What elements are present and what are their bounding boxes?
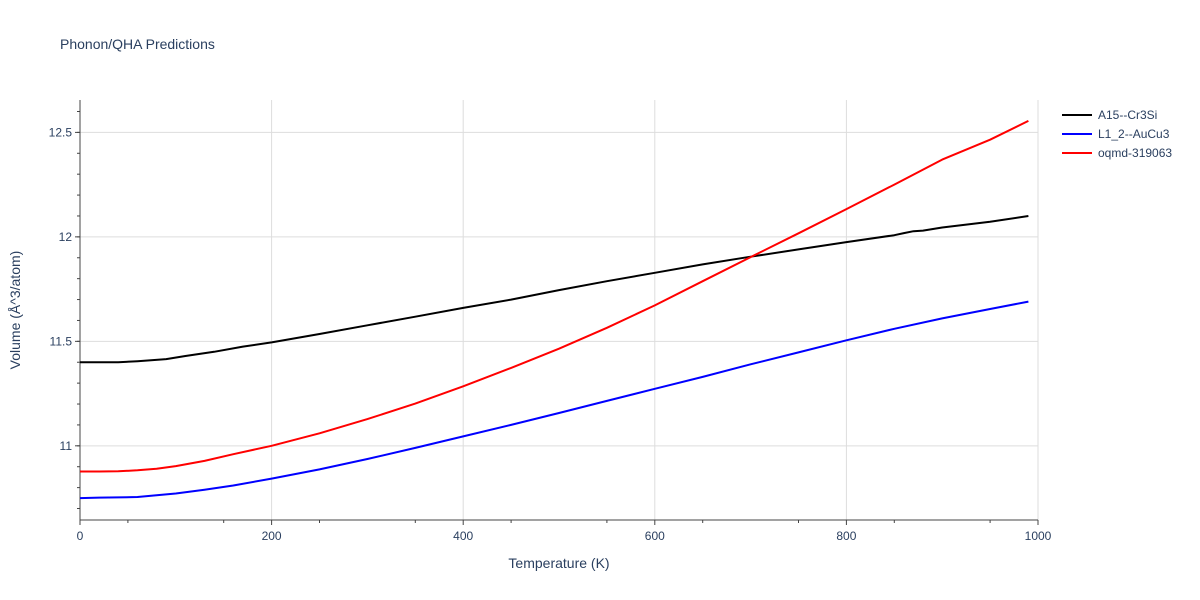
legend[interactable]: A15--Cr3Si L1_2--AuCu3 oqmd-319063 [1062,108,1172,160]
grid-layer [80,100,1039,520]
legend-label: A15--Cr3Si [1098,108,1157,122]
y-tick-label: 11 [60,439,73,453]
series-line-2[interactable] [80,120,1029,473]
x-tick-label: 400 [453,529,473,543]
legend-label: L1_2--AuCu3 [1098,127,1170,141]
x-tick-label: 600 [645,529,665,543]
series-line-0[interactable] [80,215,1029,364]
legend-item-1[interactable]: L1_2--AuCu3 [1062,127,1170,141]
series-layer [79,120,1029,500]
y-tick-label: 12 [59,230,73,244]
legend-item-2[interactable]: oqmd-319063 [1062,146,1172,160]
x-axis-title: Temperature (K) [508,555,609,571]
legend-label: oqmd-319063 [1098,146,1172,160]
y-tick-label: 11.5 [50,334,73,348]
legend-item-0[interactable]: A15--Cr3Si [1062,108,1157,122]
x-tick-label: 1000 [1025,529,1052,543]
axes-layer: 0 200 400 600 800 1000 11 11.5 12 12.5 [49,100,1052,543]
y-tick-label: 12.5 [49,125,73,139]
x-tick-label: 200 [262,529,282,543]
y-axis-title: Volume (Å^3/atom) [7,251,23,370]
chart-title: Phonon/QHA Predictions [60,36,215,52]
x-tick-label: 0 [77,529,84,543]
x-tick-label: 800 [836,529,856,543]
series-line-1[interactable] [79,300,1029,500]
